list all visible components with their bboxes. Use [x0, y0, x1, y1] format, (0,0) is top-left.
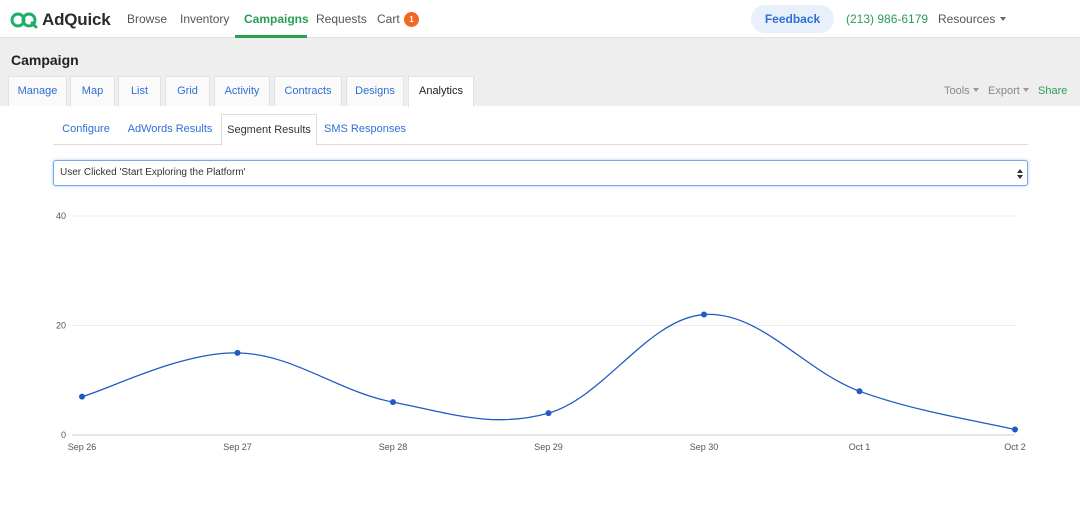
subtab-configure[interactable]: Configure — [62, 123, 110, 135]
data-point — [545, 410, 552, 417]
segment-select-value: User Clicked 'Start Exploring the Platfo… — [60, 167, 246, 178]
nav-campaigns[interactable]: Campaigns — [244, 12, 309, 26]
chevron-down-icon — [1022, 88, 1029, 93]
tab-map[interactable]: Map — [70, 76, 115, 106]
tab-grid[interactable]: Grid — [165, 76, 210, 106]
chevron-down-icon — [1000, 16, 1007, 21]
resources-label: Resources — [938, 12, 996, 26]
y-tick-label: 0 — [61, 430, 66, 440]
x-tick-label: Oct 2 — [1004, 442, 1026, 452]
data-point — [390, 399, 396, 406]
resources-dropdown[interactable]: Resources — [938, 0, 1007, 38]
nav-requests[interactable]: Requests — [316, 12, 367, 26]
data-point — [856, 388, 863, 395]
nav-browse[interactable]: Browse — [127, 12, 168, 26]
x-tick-label: Sep 27 — [223, 442, 252, 452]
x-tick-label: Oct 1 — [849, 442, 871, 452]
tab-list[interactable]: List — [118, 76, 161, 106]
x-tick-label: Sep 30 — [690, 442, 719, 452]
campaign-header: Campaign Manage Map List Grid Activity C… — [0, 38, 1080, 107]
tab-activity[interactable]: Activity — [214, 76, 270, 106]
brand-name: AdQuick — [42, 10, 111, 29]
x-tick-label: Sep 26 — [68, 442, 97, 452]
data-point — [234, 349, 241, 356]
export-dropdown[interactable]: Export — [988, 85, 1029, 97]
tab-manage[interactable]: Manage — [8, 76, 67, 106]
data-point — [701, 311, 707, 318]
chevron-down-icon — [972, 88, 979, 93]
export-label: Export — [988, 85, 1020, 97]
tab-designs[interactable]: Designs — [346, 76, 404, 106]
subtab-segment-results[interactable]: Segment Results — [221, 114, 317, 146]
y-tick-label: 40 — [56, 211, 66, 221]
x-tick-label: Sep 28 — [379, 442, 408, 452]
brand-logo[interactable]: AdQuick — [10, 9, 111, 31]
subtabs-divider — [53, 144, 1028, 145]
tools-label: Tools — [944, 85, 970, 97]
y-tick-label: 20 — [56, 321, 66, 331]
data-point — [79, 393, 85, 400]
segment-results-chart: 0 20 40 Sep 26 Sep 27 Sep 28 Sep 29 Sep 30 Oct 1… — [56, 211, 1026, 452]
share-link[interactable]: Share — [1038, 85, 1068, 97]
nav-inventory[interactable]: Inventory — [180, 12, 230, 26]
page-title: Campaign — [11, 52, 79, 68]
tools-dropdown[interactable]: Tools — [944, 85, 979, 97]
adquick-logo-icon — [10, 12, 38, 29]
top-navbar: AdQuick Browse Inventory Campaigns Reque… — [0, 0, 1080, 38]
select-arrows-icon — [1017, 169, 1023, 179]
nav-active-indicator — [235, 35, 307, 38]
nav-cart[interactable]: Cart — [377, 12, 400, 26]
tab-contracts[interactable]: Contracts — [274, 76, 342, 106]
phone-link[interactable]: (213) 986-6179 — [846, 12, 929, 26]
cart-count-badge: 1 — [404, 12, 419, 27]
x-tick-label: Sep 29 — [534, 442, 563, 452]
data-point — [1012, 426, 1018, 433]
tab-analytics[interactable]: Analytics — [408, 76, 474, 107]
feedback-button[interactable]: Feedback — [751, 5, 834, 33]
subtab-sms-responses[interactable]: SMS Responses — [324, 123, 406, 135]
segment-select[interactable]: User Clicked 'Start Exploring the Platfo… — [53, 160, 1028, 186]
subtab-adwords-results[interactable]: AdWords Results — [127, 123, 213, 135]
